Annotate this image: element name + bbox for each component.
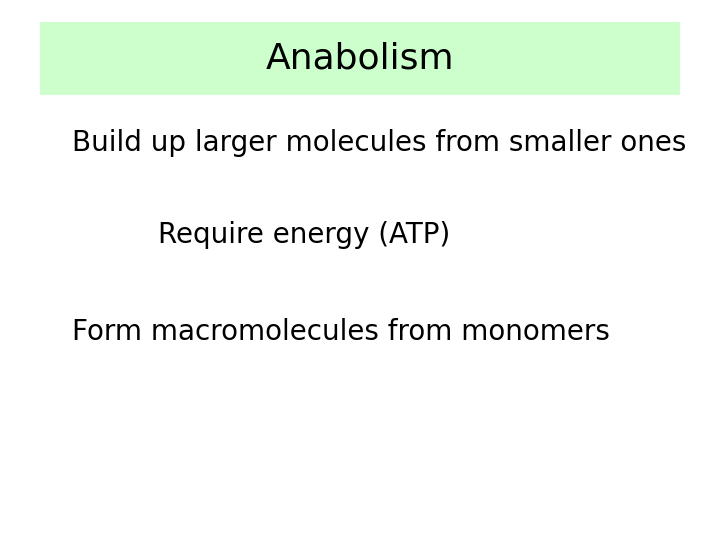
Text: Anabolism: Anabolism (266, 41, 454, 75)
Text: Require energy (ATP): Require energy (ATP) (158, 221, 451, 249)
Text: Form macromolecules from monomers: Form macromolecules from monomers (72, 318, 610, 346)
Bar (40, 22, 680, 94)
Text: Build up larger molecules from smaller ones: Build up larger molecules from smaller o… (72, 129, 686, 157)
